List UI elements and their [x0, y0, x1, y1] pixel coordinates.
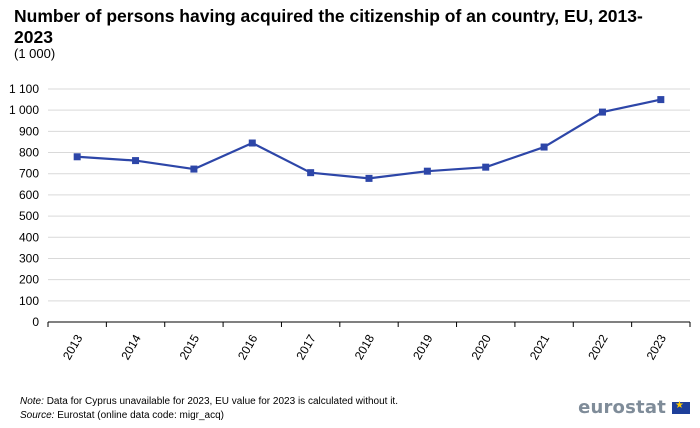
x-tick-label: 2014: [118, 332, 144, 362]
data-point: [423, 167, 431, 175]
y-tick-label: 700: [19, 167, 39, 181]
y-tick-label: 300: [19, 251, 39, 265]
y-tick-label: 1 000: [9, 103, 39, 117]
data-point: [365, 174, 373, 182]
source-label: Source:: [20, 410, 55, 421]
data-point: [598, 108, 606, 116]
x-tick-label: 2017: [293, 332, 319, 362]
data-point: [482, 163, 490, 171]
gridlines: [48, 88, 690, 302]
y-tick-label: 500: [19, 209, 39, 223]
x-tick-label: 2019: [410, 332, 436, 362]
y-axis-ticks: 0 100 200 300 400 500 600 700 800 900 1 000 1 100: [9, 82, 39, 329]
data-point: [190, 165, 198, 173]
x-tick-label: 2023: [644, 332, 670, 362]
data-point: [657, 96, 665, 104]
logo-text: eurostat: [578, 397, 666, 418]
data-point: [307, 169, 315, 177]
x-axis: 2013 2014 2015 2016 2017 2018 2019 2020 2021 2022…: [47, 321, 691, 362]
note-text: Data for Cyprus unavailable for 2023, EU…: [46, 396, 398, 407]
chart-subtitle: (1 000): [14, 46, 56, 61]
x-tick-label: 2015: [177, 332, 203, 362]
y-tick-label: 900: [19, 124, 39, 138]
series-layer: [73, 96, 665, 182]
y-tick-label: 100: [19, 294, 39, 308]
chart-title: Number of persons having acquired the ci…: [14, 6, 643, 47]
y-tick-label: 600: [19, 188, 39, 202]
data-point: [132, 157, 140, 165]
eurostat-logo: eurostat: [578, 397, 690, 418]
note-label: Note:: [20, 396, 44, 407]
data-point: [73, 153, 81, 161]
x-tick-label: 2020: [468, 332, 494, 362]
x-tick-label: 2022: [585, 332, 611, 362]
series-line: [77, 98, 662, 180]
y-tick-label: 200: [19, 273, 39, 287]
chart-source: Source: Eurostat (online data code: migr…: [20, 410, 224, 421]
y-tick-label: 400: [19, 230, 39, 244]
x-tick-label: 2016: [235, 332, 261, 362]
data-point: [540, 143, 548, 151]
x-tick-label: 2021: [527, 332, 553, 362]
chart-note: Note: Data for Cyprus unavailable for 20…: [20, 396, 398, 407]
x-tick-label: 2013: [60, 332, 86, 362]
y-tick-label: 800: [19, 146, 39, 160]
source-text: Eurostat (online data code: migr_acq): [57, 410, 225, 421]
x-tick-label: 2018: [352, 332, 378, 362]
y-tick-label: 1 100: [9, 82, 39, 96]
y-tick-label: 0: [32, 315, 39, 329]
eu-flag-icon: [672, 400, 690, 414]
data-point: [248, 139, 256, 147]
